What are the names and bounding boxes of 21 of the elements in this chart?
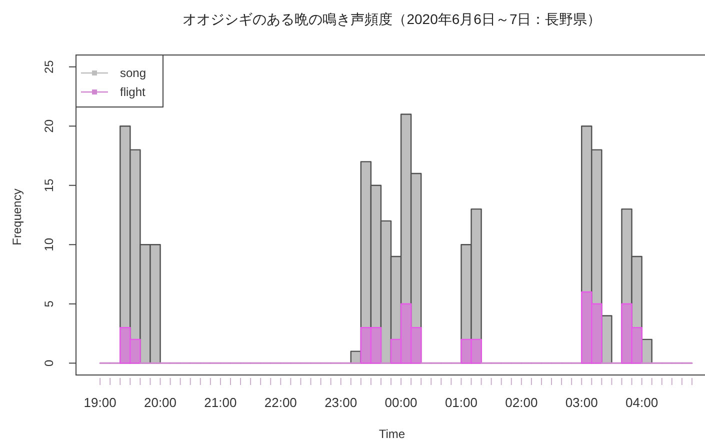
chart-title: オオジシギのある晩の鳴き声頻度（2020年6月6日～7日：長野県） — [182, 11, 602, 27]
x-tick-label: 00:00 — [384, 395, 418, 410]
x-tick-label: 20:00 — [144, 395, 177, 410]
x-axis-title: Time — [378, 427, 406, 441]
y-tick-label: 15 — [42, 178, 56, 192]
x-tick-label: 21:00 — [204, 395, 237, 410]
x-tick-label: 23:00 — [324, 395, 358, 410]
legend-label: flight — [120, 85, 146, 99]
y-tick-label: 10 — [42, 238, 56, 252]
y-tick-label: 25 — [42, 60, 56, 74]
x-tick-label: 01:00 — [444, 395, 478, 410]
legend-label: song — [120, 66, 146, 80]
x-tick-label: 04:00 — [626, 395, 658, 410]
x-tick-label: 22:00 — [264, 395, 297, 410]
x-tick-label: 19:00 — [84, 395, 116, 410]
y-tick-label: 20 — [42, 119, 56, 133]
y-tick-label: 0 — [42, 359, 56, 366]
y-axis-title: Frequency — [10, 188, 24, 246]
y-tick-label: 5 — [42, 300, 56, 308]
x-tick-label: 03:00 — [565, 395, 598, 410]
x-tick-label: 02:00 — [505, 395, 538, 410]
